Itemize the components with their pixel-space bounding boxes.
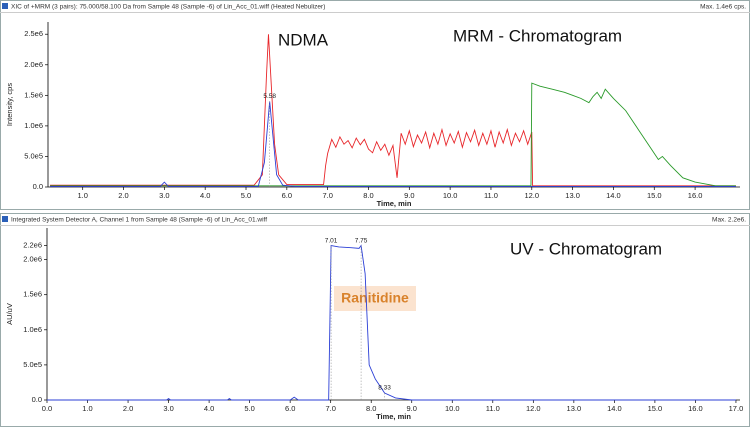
- x-tick-label: 1.0: [82, 404, 92, 413]
- x-tick-label: 3.0: [163, 404, 173, 413]
- y-tick-label: 1.0e6: [24, 121, 43, 130]
- annotation: NDMA: [278, 30, 329, 49]
- x-tick-label: 5.0: [244, 404, 254, 413]
- trace: [47, 244, 736, 401]
- x-tick-label: 10.0: [443, 191, 458, 200]
- x-tick-label: 2.0: [118, 191, 128, 200]
- x-tick-label: 2.0: [123, 404, 133, 413]
- x-tick-label: 15.0: [647, 191, 662, 200]
- x-axis-label: Time, min: [377, 199, 412, 208]
- x-tick-label: 16.0: [688, 191, 703, 200]
- x-tick-label: 8.0: [363, 191, 373, 200]
- y-axis-label: Intensity, cps: [5, 83, 14, 126]
- top-header-title: XIC of +MRM (3 pairs): 75.000/58.100 Da …: [11, 4, 325, 11]
- x-tick-label: 17.0: [729, 404, 744, 413]
- bottom-max-label: Max. 2.2e6.: [712, 217, 746, 224]
- x-tick-label: 14.0: [606, 191, 621, 200]
- x-tick-label: 3.0: [159, 191, 169, 200]
- peak-label: 7.01: [325, 237, 338, 244]
- y-tick-label: 0.0: [32, 395, 42, 404]
- y-tick-label: 1.5e6: [24, 90, 43, 99]
- x-tick-label: 11.0: [484, 191, 498, 200]
- y-tick-label: 1.0e6: [23, 325, 42, 334]
- x-tick-label: 6.0: [285, 404, 295, 413]
- peak-label: 8.33: [378, 385, 391, 392]
- x-tick-label: 5.0: [241, 191, 251, 200]
- x-tick-label: 14.0: [607, 404, 622, 413]
- y-tick-label: 1.5e6: [23, 290, 42, 299]
- trace: [50, 34, 736, 187]
- trace: [50, 101, 736, 187]
- annotation: Ranitidine: [341, 290, 409, 306]
- bottom-header-title: Integrated System Detector A, Channel 1 …: [11, 217, 267, 224]
- x-tick-label: 13.0: [565, 191, 580, 200]
- x-tick-label: 9.0: [407, 404, 417, 413]
- annotation: MRM - Chromatogram: [453, 26, 622, 45]
- trace: [50, 82, 736, 187]
- x-tick-label: 13.0: [567, 404, 582, 413]
- y-tick-label: 2.2e6: [23, 241, 42, 250]
- x-tick-label: 7.0: [325, 404, 335, 413]
- top-header-icon: [2, 3, 8, 9]
- annotation: UV - Chromatogram: [510, 239, 662, 258]
- peak-label: 5.58: [263, 93, 276, 100]
- x-tick-label: 12.0: [526, 404, 541, 413]
- x-tick-label: 4.0: [200, 191, 210, 200]
- bottom-header-icon: [2, 216, 8, 222]
- x-tick-label: 1.0: [77, 191, 87, 200]
- x-tick-label: 11.0: [486, 404, 500, 413]
- x-tick-label: 4.0: [204, 404, 214, 413]
- x-tick-label: 6.0: [282, 191, 292, 200]
- peak-label: 7.75: [355, 237, 368, 244]
- y-tick-label: 2.0e6: [23, 255, 42, 264]
- x-tick-label: 9.0: [404, 191, 414, 200]
- x-tick-label: 15.0: [648, 404, 663, 413]
- x-tick-label: 10.0: [445, 404, 460, 413]
- y-tick-label: 2.5e6: [24, 29, 43, 38]
- y-tick-label: 5.0e5: [23, 360, 42, 369]
- label-box: [334, 286, 416, 311]
- y-axis-label: AU/uV: [5, 303, 14, 325]
- x-tick-label: 12.0: [524, 191, 539, 200]
- x-tick-label: 8.0: [366, 404, 376, 413]
- y-tick-label: 0.0: [33, 182, 43, 191]
- x-tick-label: 7.0: [322, 191, 332, 200]
- x-tick-label: 0.0: [42, 404, 52, 413]
- x-axis-label: Time, min: [376, 412, 411, 421]
- top-panel-frame: [0, 0, 750, 210]
- x-tick-label: 16.0: [688, 404, 703, 413]
- y-tick-label: 5.0e5: [24, 151, 43, 160]
- top-max-label: Max. 1.4e6 cps.: [700, 4, 746, 11]
- y-tick-label: 2.0e6: [24, 60, 43, 69]
